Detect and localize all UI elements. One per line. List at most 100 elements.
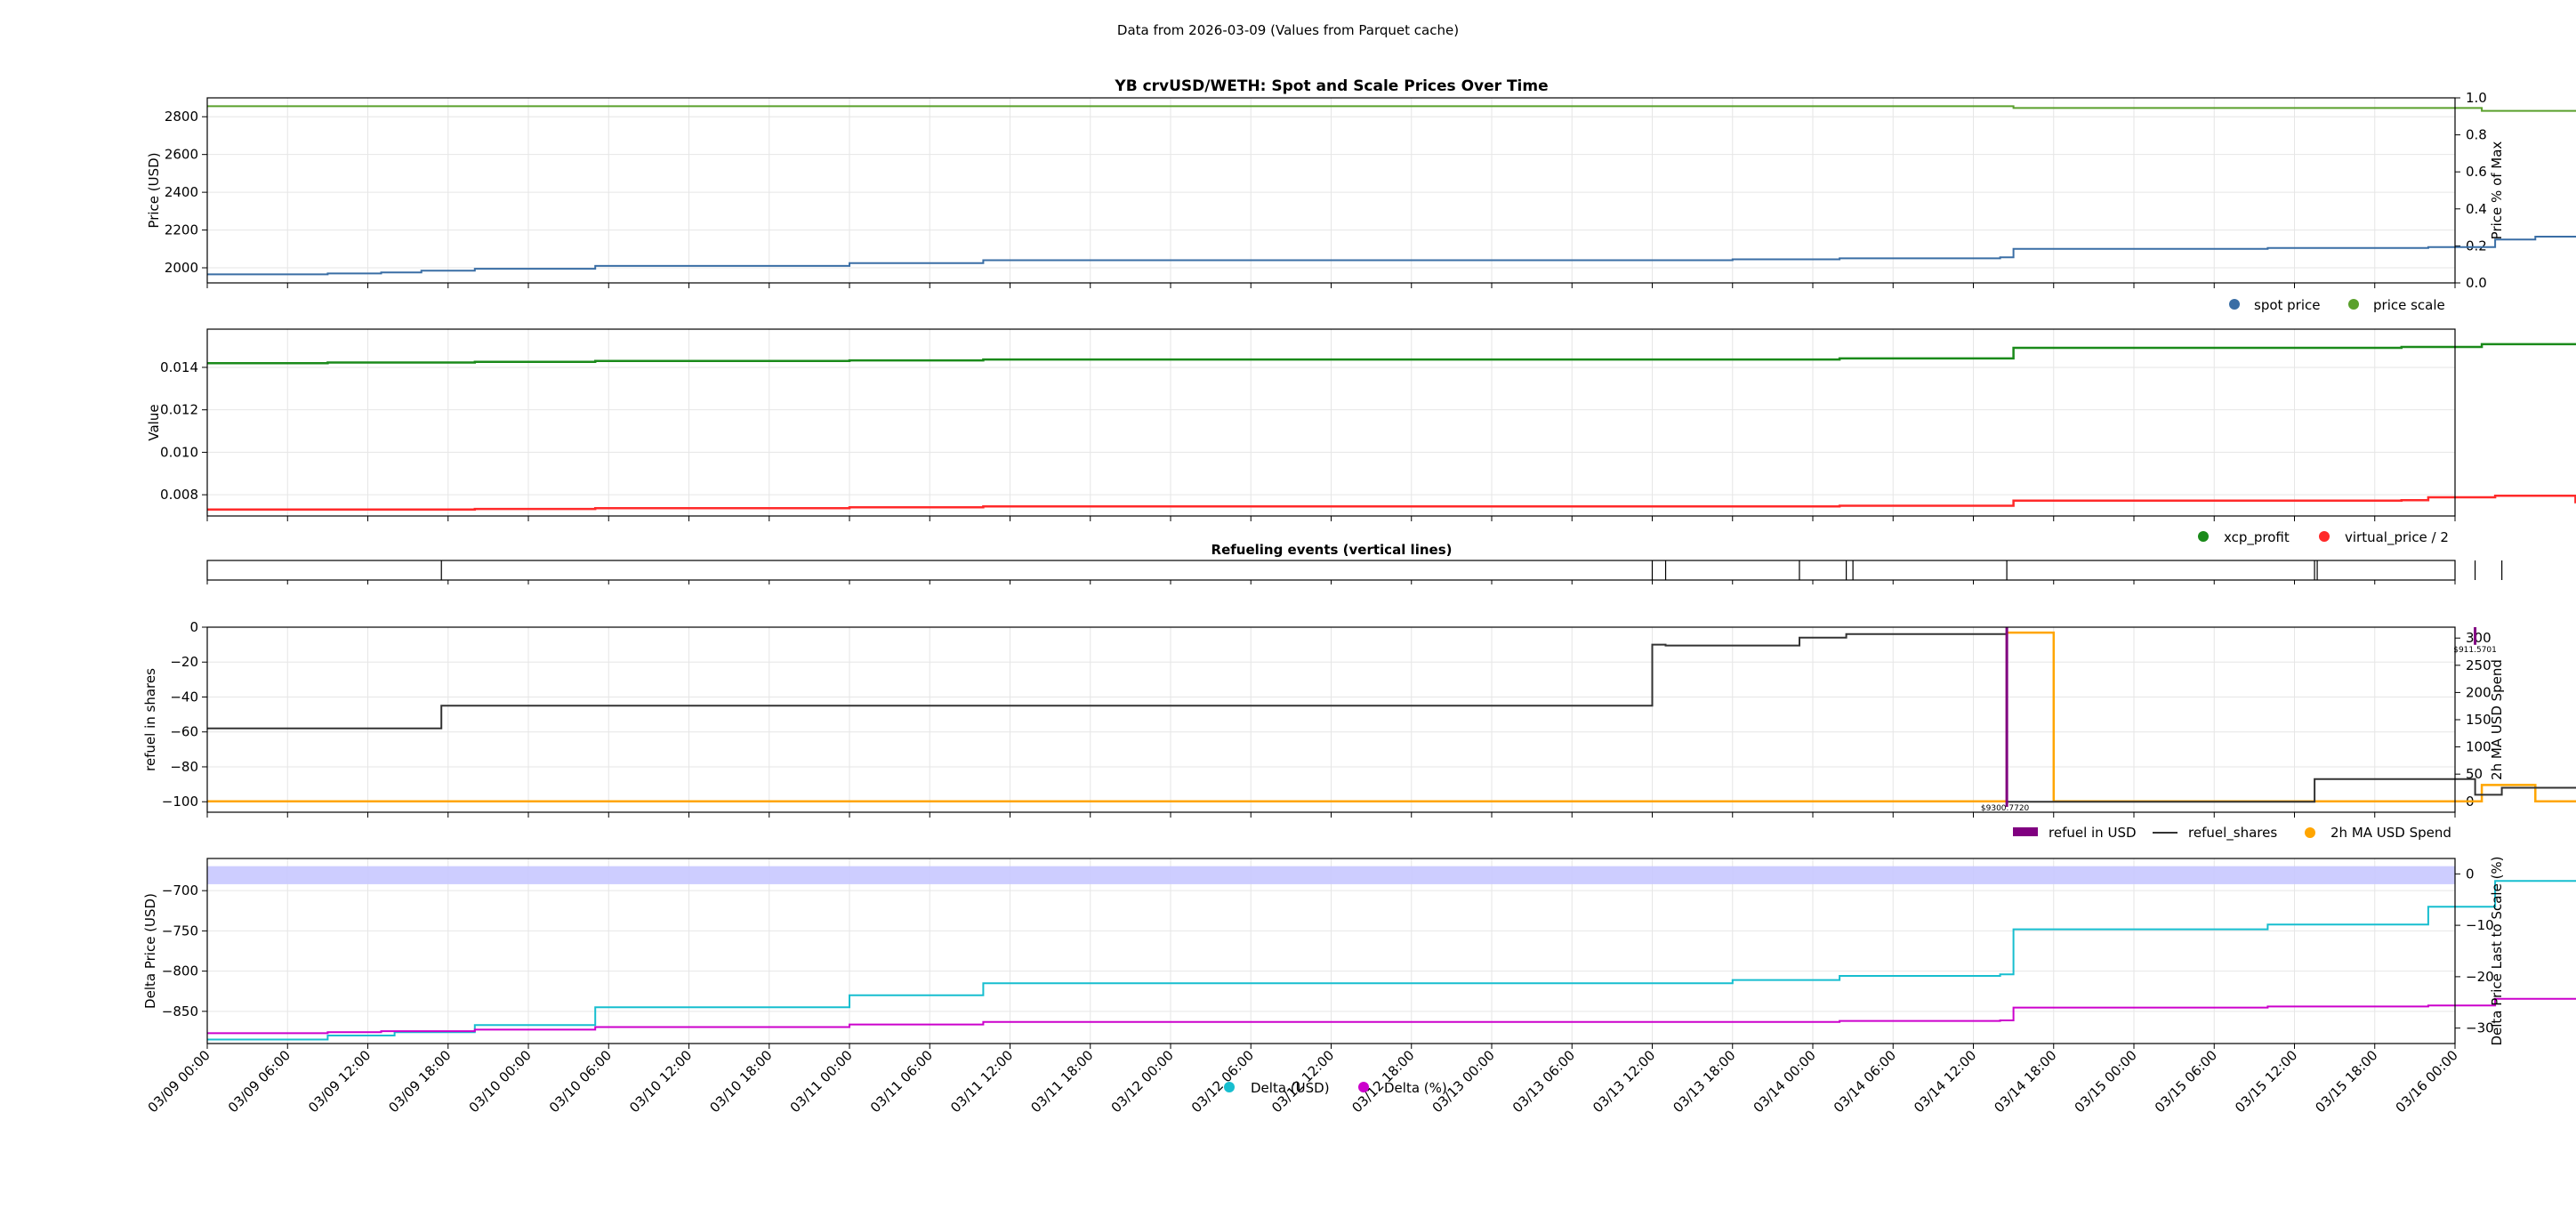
- legend-marker: [2305, 827, 2315, 838]
- price-panel: 2000 2200 2400 2600 2800 0.0 0.2 0.4 0.6 0.8 1.0 Pr…: [146, 90, 2576, 291]
- legend-marker: [2229, 299, 2240, 310]
- refuel-ylabel-right: 2h MA USD Spend: [2489, 659, 2505, 780]
- events-frame: [206, 560, 2456, 581]
- ma-usd-spend-line: [207, 631, 2576, 803]
- refuel-ytick-label-right: 100: [2466, 739, 2491, 755]
- refuel-shares-line: [207, 633, 2576, 803]
- legend-label: refuel_shares: [2188, 825, 2277, 842]
- price-ytick-label-right: 1.0: [2466, 90, 2487, 106]
- value-ytick-label: 0.014: [160, 359, 198, 375]
- x-tick-label: 03/09 12:00: [305, 1047, 374, 1116]
- x-tick-label: 03/13 06:00: [1509, 1047, 1578, 1116]
- refuel-ytick-label: 0: [189, 619, 198, 635]
- delta-ylabel: Delta Price (USD): [142, 893, 158, 1009]
- x-tick-label: 03/15 00:00: [2072, 1047, 2140, 1116]
- delta-ytick-label: −850: [162, 1003, 198, 1019]
- x-tick-label: 03/09 06:00: [225, 1047, 294, 1116]
- refuel-usd-bar: [2005, 627, 2008, 807]
- refuel-ytick-label: −80: [170, 759, 198, 775]
- legend-label: spot price: [2254, 297, 2321, 313]
- value-ytick-label: 0.010: [160, 444, 198, 460]
- virtual-price-line: [207, 495, 2576, 512]
- refuel-frame: [206, 626, 2456, 813]
- delta-ytick-label-right: −10: [2466, 917, 2494, 933]
- price-frame: [206, 97, 2456, 284]
- events-title: Refueling events (vertical lines): [1212, 542, 1453, 558]
- delta-panel: −700 −750 −800 −850 0 −10 −20 −30 Delta Price (U…: [142, 856, 2576, 1049]
- legend-label: 2h MA USD Spend: [2330, 825, 2451, 841]
- legends: spot price price scale xcp_profit virtual_p…: [1224, 297, 2451, 1096]
- x-tick-label: 03/11 06:00: [867, 1047, 936, 1116]
- price-ytick-label-right: 0.8: [2466, 127, 2487, 143]
- legend-label: refuel in USD: [2049, 825, 2137, 841]
- legend-marker: [2348, 299, 2359, 310]
- legend-label: price scale: [2373, 297, 2445, 313]
- refuel-ytick-label: −40: [170, 689, 198, 705]
- target-band: [207, 866, 2455, 884]
- x-tick-label: 03/09 18:00: [385, 1047, 454, 1116]
- refuel-ytick-label-right: 300: [2466, 630, 2491, 646]
- x-tick-label: 03/11 18:00: [1027, 1047, 1096, 1116]
- x-tick-label: 03/15 18:00: [2312, 1047, 2380, 1116]
- price-scale-line: [207, 105, 2576, 112]
- delta-ytick-label: −800: [162, 963, 198, 979]
- refuel-panel: 0−20−40−60−80−100 050100150200250300$9300…: [142, 619, 2576, 818]
- refuel-ytick-label-right: 200: [2466, 684, 2491, 700]
- refuel-ytick-label-right: 50: [2466, 766, 2483, 782]
- x-tick-label: 03/12 06:00: [1188, 1047, 1257, 1116]
- spot-price-line: [207, 236, 2576, 276]
- x-tick-label: 03/11 12:00: [947, 1047, 1016, 1116]
- delta-usd-line: [207, 880, 2576, 1041]
- legend-marker: [1358, 1082, 1369, 1092]
- legend-marker: [2198, 531, 2209, 542]
- price-panel-title: YB crvUSD/WETH: Spot and Scale Prices Ov…: [1114, 77, 1548, 95]
- refuel-ytick-label-right: 150: [2466, 712, 2491, 728]
- refuel-annotation: $9300.7720: [1981, 804, 2030, 813]
- value-ylabel: Value: [146, 404, 162, 440]
- x-tick-label: 03/10 00:00: [466, 1047, 535, 1116]
- x-tick-label: 03/10 12:00: [626, 1047, 695, 1116]
- x-tick-label: 03/12 00:00: [1108, 1047, 1177, 1116]
- x-tick-label: 03/10 06:00: [546, 1047, 615, 1116]
- x-tick-label: 03/14 00:00: [1751, 1047, 1819, 1116]
- legend-marker: [1224, 1082, 1235, 1092]
- refuel-ytick-label: −100: [162, 794, 198, 810]
- price-ytick-label-right: 0.6: [2466, 164, 2487, 180]
- x-tick-label: 03/13 12:00: [1590, 1047, 1658, 1116]
- price-ytick-label: 2000: [165, 260, 198, 276]
- delta-ylabel-right: Delta Price Last to Scale (%): [2489, 856, 2505, 1045]
- x-tick-label: 03/16 00:00: [2393, 1047, 2461, 1116]
- delta-ytick-label: −750: [162, 923, 198, 939]
- legend-marker: [2319, 531, 2330, 542]
- refuel-ytick-label-right: 250: [2466, 657, 2491, 673]
- xcp-profit-line: [207, 343, 2576, 365]
- value-ytick-label: 0.012: [160, 402, 198, 418]
- x-tick-label: 03/14 18:00: [1991, 1047, 2059, 1116]
- price-ytick-label: 2200: [165, 222, 198, 238]
- delta-ytick-label-right: 0: [2466, 866, 2475, 882]
- legend-label: Delta (USD): [1251, 1080, 1330, 1096]
- value-ytick-label: 0.008: [160, 487, 198, 503]
- price-ytick-label: 2400: [165, 184, 198, 200]
- refuel-annotation: $911.5701: [2453, 646, 2497, 655]
- delta-ytick-label: −700: [162, 882, 198, 899]
- delta-ytick-label-right: −30: [2466, 1020, 2494, 1036]
- refuel-ylabel: refuel in shares: [142, 668, 158, 771]
- x-tick-label: 03/14 12:00: [1911, 1047, 1979, 1116]
- delta-frame: [206, 858, 2456, 1044]
- x-tick-label: 03/15 06:00: [2152, 1047, 2220, 1116]
- legend-label: Delta (%): [1384, 1080, 1447, 1096]
- events-panel: Refueling events (vertical lines): [206, 542, 2503, 584]
- refuel-ytick-label: −60: [170, 724, 198, 740]
- figure-suptitle: Data from 2026-03-09 (Values from Parque…: [1117, 22, 1459, 38]
- price-ytick-label-right: 0.0: [2466, 275, 2487, 291]
- legend-label: virtual_price / 2: [2345, 529, 2449, 546]
- x-tick-label: 03/15 12:00: [2232, 1047, 2300, 1116]
- x-tick-label: 03/09 00:00: [145, 1047, 213, 1116]
- x-tick-label: 03/14 06:00: [1831, 1047, 1899, 1116]
- delta-pct-line: [207, 997, 2576, 1035]
- refuel-usd-bar: [2474, 627, 2477, 645]
- value-panel: 0.008 0.010 0.012 0.014 Value: [146, 328, 2576, 521]
- x-tick-label: 03/11 00:00: [787, 1047, 856, 1116]
